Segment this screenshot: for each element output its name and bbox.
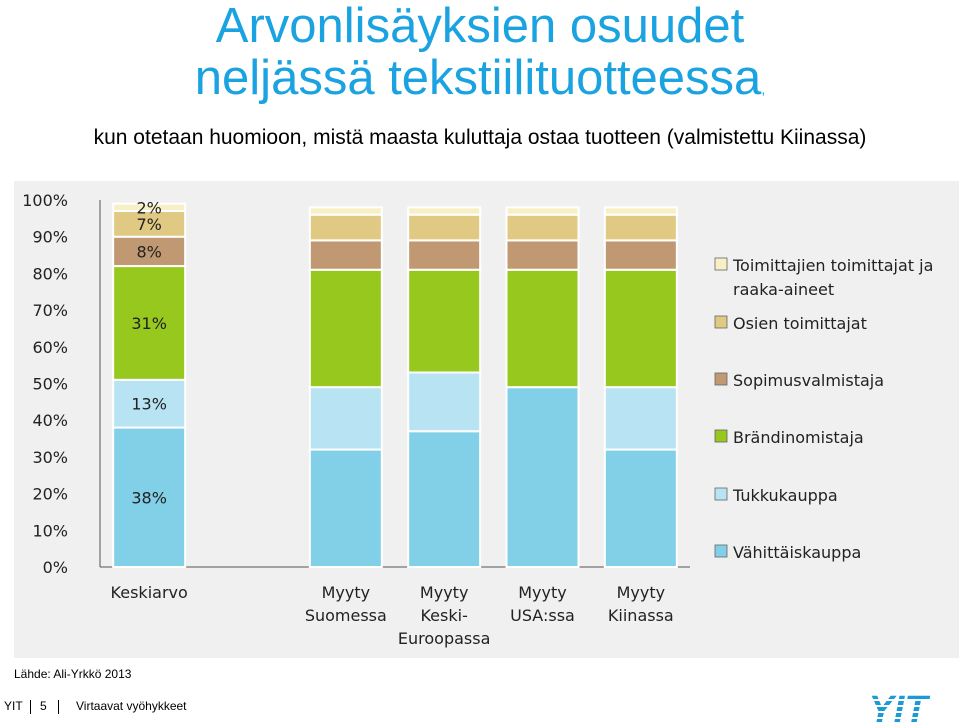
chart-panel: 0% 10% 20% 30% 40% 50% 60% 70% 80% 90% 100% 38% 13% 3… [14, 181, 959, 658]
bar-segment [112, 426, 187, 568]
bar-segment [407, 371, 482, 433]
y-tick-label: 40% [32, 411, 68, 430]
yit-logo: YIT [868, 689, 930, 725]
x-tick-label: Kiinassa [608, 606, 674, 625]
y-tick-label: 80% [32, 264, 68, 283]
bar-segment [407, 268, 482, 374]
legend-label: Osien toimittajat [733, 314, 867, 333]
legend-swatch [714, 429, 728, 443]
legend-label: Tukkukauppa [732, 486, 838, 505]
legend-label: raaka-aineet [733, 280, 834, 299]
bar-segment [603, 268, 678, 389]
stacked-bar-chart: 0% 10% 20% 30% 40% 50% 60% 70% 80% 90% 100% 38% 13% 3… [22, 191, 933, 648]
data-label: 13% [131, 395, 167, 414]
x-tick-label: USA:ssa [510, 606, 575, 625]
y-tick-label: 10% [32, 521, 68, 540]
legend-swatch [714, 372, 728, 386]
bar-segment [603, 448, 678, 568]
x-tick-label: Suomessa [305, 606, 387, 625]
y-tick-label: 100% [22, 191, 68, 210]
x-tick-label: Keski- [420, 606, 467, 625]
bar-segment [308, 239, 383, 271]
data-label: 2% [136, 198, 161, 217]
y-tick-label: 60% [32, 338, 68, 357]
legend-swatch [714, 487, 728, 501]
bar-segment [308, 386, 383, 451]
legend-swatch [714, 544, 728, 558]
legend-label: Toimittajien toimittajat ja [732, 256, 933, 275]
subtitle: kun otetaan huomioon, mistä maasta kulut… [93, 126, 867, 149]
bar-segment [407, 239, 482, 271]
title-comma: , [761, 81, 766, 97]
y-tick-label: 20% [32, 485, 68, 504]
footer: YIT 5 Virtaavat vyöhykkeet YIT [0, 689, 960, 725]
data-label: 8% [136, 242, 161, 261]
title-line-2: neljässä tekstiilituotteessa, [0, 52, 960, 115]
x-tick-label: Euroopassa [398, 629, 491, 648]
bar-segment [308, 268, 383, 389]
y-tick-label: 70% [32, 301, 68, 320]
legend-swatch [714, 257, 728, 271]
y-tick-label: 90% [32, 228, 68, 247]
x-tick-label: Myyty [322, 583, 370, 602]
title-line-2-text: neljässä tekstiilituotteessa [194, 51, 762, 105]
bar-segment [505, 239, 580, 271]
footer-company: YIT [4, 699, 23, 713]
legend-label: Brändinomistaja [733, 428, 864, 447]
y-tick-label: 30% [32, 448, 68, 467]
bar-segment [603, 386, 678, 451]
footer-topic: Virtaavat vyöhykkeet [76, 699, 187, 713]
data-label: 7% [136, 215, 161, 234]
bar-segment [407, 213, 482, 242]
footer-page-number: 5 [40, 699, 47, 713]
bar-segment [308, 213, 383, 242]
bar-segment [505, 268, 580, 389]
data-label: 38% [131, 488, 167, 507]
bar-segment [505, 213, 580, 242]
bar-segment [505, 206, 580, 216]
bar-segment [112, 235, 187, 268]
bar-segment [407, 206, 482, 216]
x-tick-label: Myyty [617, 583, 665, 602]
source-note: Lähde: Ali-Yrkkö 2013 [14, 667, 132, 681]
bar-segment [603, 213, 678, 242]
bar-segment [407, 430, 482, 568]
bar-segment [308, 448, 383, 568]
footer-separator [58, 700, 59, 714]
x-tick-label: Keskiarvo [111, 583, 188, 602]
bar-segment [112, 265, 187, 381]
legend-label: Sopimusvalmistaja [733, 371, 884, 390]
legend-label: Vähittäiskauppa [733, 543, 861, 562]
title-line-1: Arvonlisäyksien osuudet [215, 0, 745, 53]
x-tick-label: Myyty [420, 583, 468, 602]
x-tick-label: Myyty [518, 583, 566, 602]
bar-segment [112, 202, 187, 213]
y-tick-label: 0% [43, 558, 68, 577]
logo-text: YIT [868, 689, 930, 725]
bar-segment [308, 206, 383, 216]
bar-segment [603, 239, 678, 271]
y-tick-label: 50% [32, 375, 68, 394]
bar-segment [505, 386, 580, 568]
footer-separator [30, 700, 31, 714]
data-label: 31% [131, 314, 167, 333]
legend-swatch [714, 315, 728, 329]
bar-segment [603, 206, 678, 216]
